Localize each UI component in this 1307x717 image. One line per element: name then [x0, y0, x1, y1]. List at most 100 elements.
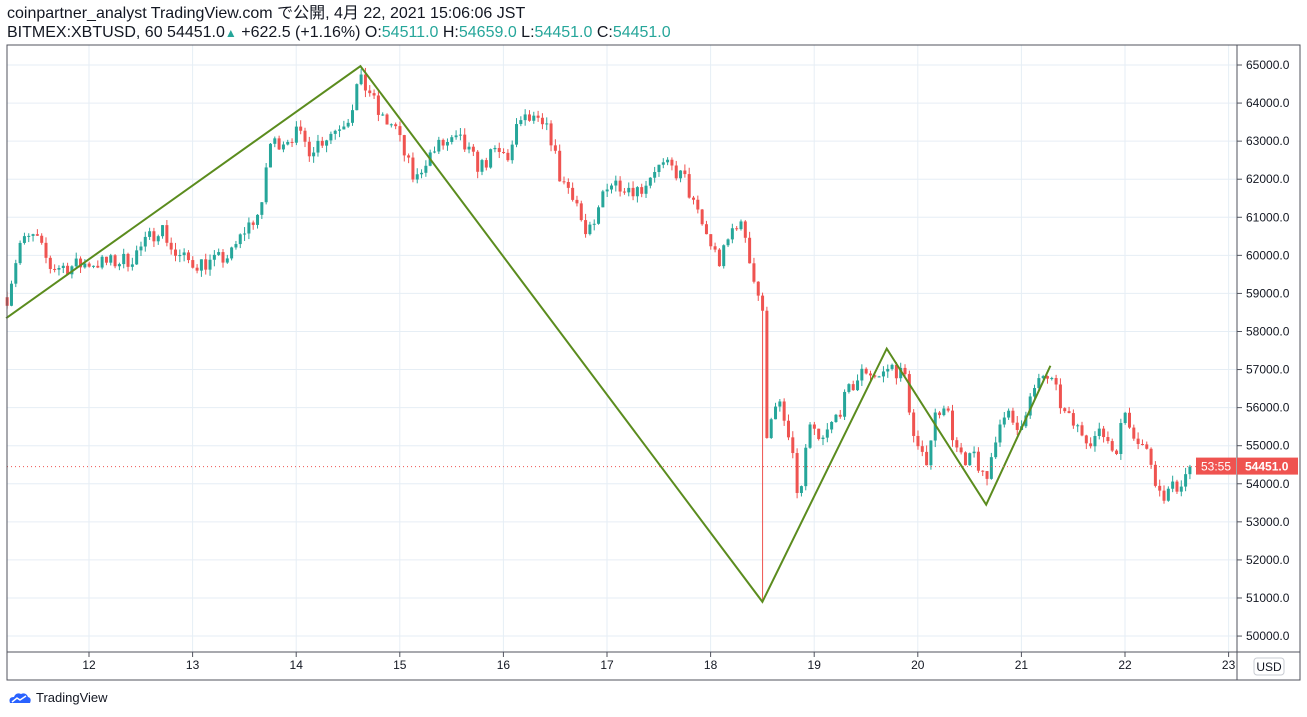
up-arrow-icon: ▲	[224, 26, 237, 40]
candle-up	[264, 167, 268, 203]
candle-up	[424, 165, 428, 173]
candle-down	[687, 174, 691, 198]
candle-up	[1037, 378, 1041, 389]
candle-up	[355, 84, 359, 111]
time-axis[interactable]: 12 13 14 15 16 17 18 19 20 21 22 23	[82, 652, 1236, 672]
candle-down	[704, 224, 708, 235]
candle-down	[221, 252, 225, 263]
candle-down	[251, 222, 255, 225]
candle-down	[670, 159, 674, 166]
candle-up	[847, 384, 851, 392]
candle-down	[1015, 422, 1019, 430]
price-tick-label: 62000.0	[1246, 172, 1290, 186]
candle-down	[1054, 378, 1058, 385]
candle-up	[1033, 388, 1037, 397]
candle-up	[881, 371, 885, 377]
candle-up	[130, 264, 134, 267]
close-value: 54451.0	[612, 24, 671, 41]
bar-countdown: 53:55	[1201, 460, 1231, 474]
price-tick-label: 54000.0	[1246, 477, 1290, 491]
candle-up	[726, 239, 730, 246]
candle-up	[1188, 466, 1192, 475]
candle-up	[437, 139, 441, 152]
candle-up	[843, 391, 847, 417]
candle-down	[484, 160, 488, 168]
candle-up	[1171, 481, 1175, 489]
candle-down	[622, 191, 626, 193]
candle-up	[18, 242, 22, 264]
candle-up	[821, 437, 825, 440]
candle-up	[877, 376, 881, 378]
candle-down	[1102, 428, 1106, 438]
candle-up	[994, 442, 998, 458]
candle-up	[117, 264, 121, 267]
candle-down	[752, 263, 756, 282]
candle-down	[372, 93, 376, 96]
candle-down	[87, 263, 91, 267]
candle-down	[981, 470, 985, 472]
candle-down	[692, 197, 696, 200]
candle-up	[1179, 486, 1183, 492]
candle-down	[817, 428, 821, 440]
candle-up	[778, 401, 782, 407]
candle-up	[316, 140, 320, 153]
candle-up	[601, 191, 605, 208]
currency-badge[interactable]: USD	[1253, 657, 1285, 676]
candle-down	[683, 170, 687, 175]
candle-down	[1089, 443, 1093, 447]
candle-up	[523, 114, 527, 121]
candle-down	[735, 228, 739, 230]
candle-up	[100, 256, 104, 268]
chart-header: coinpartner_analyst TradingView.com で公開,…	[7, 4, 671, 43]
candle-down	[903, 367, 907, 375]
candle-up	[830, 421, 834, 430]
candle-down	[290, 141, 294, 143]
candle-down	[506, 152, 510, 161]
candle-up	[1050, 378, 1054, 380]
candle-down	[463, 134, 467, 150]
candle-down	[204, 259, 208, 270]
candle-down	[44, 242, 48, 258]
candle-up	[774, 406, 778, 420]
candle-down	[35, 234, 39, 236]
price-axis[interactable]: 50000.0 51000.0 52000.0 53000.0 54000.0 55000…	[1237, 58, 1290, 643]
price-tick-label: 65000.0	[1246, 58, 1290, 72]
price-tick-label: 63000.0	[1246, 134, 1290, 148]
candle-down	[955, 440, 959, 448]
candle-down	[96, 265, 100, 268]
candle-up	[1041, 376, 1045, 379]
candle-down	[864, 368, 868, 374]
time-tick-label: 18	[704, 658, 718, 672]
candle-down	[761, 295, 765, 311]
tradingview-logo[interactable]: TradingView	[8, 690, 108, 705]
candle-down	[407, 155, 411, 158]
candle-down	[527, 114, 531, 121]
candle-down	[1045, 376, 1049, 379]
candle-up	[359, 74, 363, 85]
candle-up	[635, 187, 639, 197]
candle-up	[234, 244, 238, 248]
candle-down	[1158, 485, 1162, 491]
candle-down	[1071, 413, 1075, 426]
candle-up	[644, 185, 648, 194]
candle-down	[66, 265, 70, 275]
candle-down	[1175, 481, 1179, 492]
candle-up	[148, 231, 152, 237]
candle-down	[696, 199, 700, 210]
candle-up	[480, 160, 484, 172]
candle-up	[592, 223, 596, 225]
candle-up	[135, 250, 139, 265]
candle-down	[186, 252, 190, 261]
candle-down	[1115, 450, 1119, 454]
candle-up	[57, 267, 61, 270]
candle-down	[385, 114, 389, 125]
candle-down	[53, 268, 57, 270]
candle-up	[143, 236, 147, 247]
candle-down	[717, 249, 721, 267]
candle-up	[609, 185, 613, 190]
candle-down	[174, 249, 178, 256]
price-tick-label: 61000.0	[1246, 210, 1290, 224]
candle-up	[256, 214, 260, 225]
ohlc-legend: BITMEX:XBTUSD, 60 54451.0▲ +622.5 (+1.16…	[7, 23, 671, 43]
